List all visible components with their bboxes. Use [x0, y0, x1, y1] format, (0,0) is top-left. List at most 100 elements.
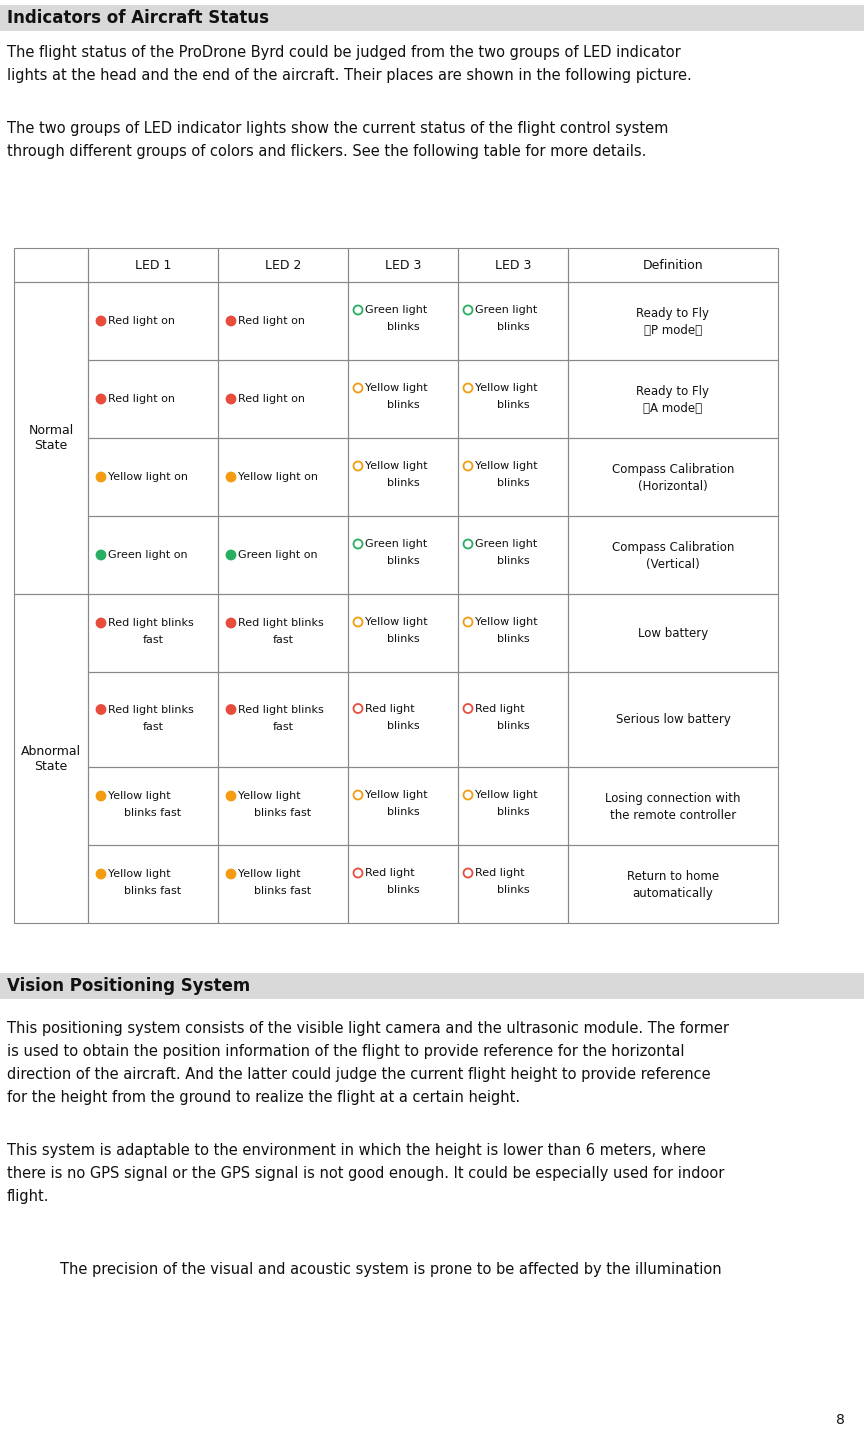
Bar: [458, 282, 568, 360]
Text: is used to obtain the position information of the flight to provide reference fo: is used to obtain the position informati…: [7, 1045, 684, 1059]
Text: fast: fast: [143, 634, 163, 644]
Bar: [348, 672, 458, 767]
Bar: [0, 973, 864, 999]
Text: LED 3: LED 3: [495, 259, 531, 272]
Bar: [348, 249, 458, 282]
Bar: [568, 282, 778, 360]
Circle shape: [97, 394, 105, 403]
Bar: [218, 516, 348, 594]
Text: Yellow light: Yellow light: [108, 869, 170, 879]
Text: Return to home: Return to home: [627, 869, 719, 883]
Text: Green light: Green light: [475, 304, 537, 314]
Bar: [348, 845, 458, 923]
Bar: [348, 516, 458, 594]
Text: The precision of the visual and acoustic system is prone to be affected by the i: The precision of the visual and acoustic…: [60, 1262, 721, 1278]
Text: for the height from the ground to realize the flight at a certain height.: for the height from the ground to realiz…: [7, 1090, 520, 1105]
Text: fast: fast: [272, 634, 294, 644]
Bar: [88, 672, 218, 767]
Circle shape: [226, 704, 236, 714]
Text: blinks: blinks: [387, 400, 419, 410]
Text: Yellow light: Yellow light: [475, 383, 537, 393]
Text: Red light on: Red light on: [108, 316, 175, 326]
Text: blinks fast: blinks fast: [124, 807, 181, 817]
Circle shape: [97, 619, 105, 627]
Text: blinks fast: blinks fast: [124, 886, 181, 896]
Bar: [458, 360, 568, 439]
Text: Yellow light: Yellow light: [475, 790, 537, 800]
Text: blinks: blinks: [497, 720, 530, 730]
Bar: [458, 439, 568, 516]
Text: blinks: blinks: [387, 477, 419, 487]
Bar: [458, 767, 568, 845]
Text: blinks fast: blinks fast: [254, 807, 312, 817]
Bar: [218, 594, 348, 672]
Circle shape: [226, 792, 236, 800]
Text: direction of the aircraft. And the latter could judge the current flight height : direction of the aircraft. And the latte…: [7, 1067, 710, 1082]
Bar: [218, 767, 348, 845]
Circle shape: [226, 394, 236, 403]
Text: blinks: blinks: [497, 400, 530, 410]
Text: there is no GPS signal or the GPS signal is not good enough. It could be especia: there is no GPS signal or the GPS signal…: [7, 1166, 724, 1180]
Circle shape: [97, 473, 105, 482]
Text: Red light on: Red light on: [238, 394, 305, 404]
Bar: [568, 439, 778, 516]
Text: blinks: blinks: [497, 556, 530, 566]
Text: automatically: automatically: [632, 886, 714, 899]
Text: flight.: flight.: [7, 1189, 49, 1205]
Text: Yellow light on: Yellow light on: [108, 472, 188, 482]
Bar: [348, 767, 458, 845]
Text: blinks fast: blinks fast: [254, 886, 312, 896]
Text: Yellow light: Yellow light: [365, 617, 428, 627]
Text: Green light on: Green light on: [108, 550, 187, 560]
Circle shape: [226, 619, 236, 627]
Text: blinks: blinks: [387, 720, 419, 730]
Text: blinks: blinks: [497, 807, 530, 817]
Bar: [568, 594, 778, 672]
Text: The two groups of LED indicator lights show the current status of the flight con: The two groups of LED indicator lights s…: [7, 121, 669, 136]
Text: （P mode）: （P mode）: [644, 323, 702, 336]
Bar: [88, 767, 218, 845]
Circle shape: [97, 792, 105, 800]
Bar: [568, 672, 778, 767]
Text: blinks: blinks: [497, 322, 530, 332]
Circle shape: [97, 704, 105, 714]
Text: Red light blinks: Red light blinks: [238, 617, 324, 627]
Text: （A mode）: （A mode）: [644, 402, 702, 414]
Bar: [458, 672, 568, 767]
Text: Compass Calibration: Compass Calibration: [612, 540, 734, 553]
Text: LED 1: LED 1: [135, 259, 171, 272]
Bar: [218, 672, 348, 767]
Circle shape: [97, 316, 105, 326]
Bar: [218, 360, 348, 439]
Bar: [0, 4, 864, 31]
Text: Red light on: Red light on: [108, 394, 175, 404]
Circle shape: [226, 869, 236, 879]
Bar: [458, 594, 568, 672]
Bar: [568, 845, 778, 923]
Text: Red light: Red light: [475, 703, 524, 713]
Bar: [218, 439, 348, 516]
Bar: [458, 845, 568, 923]
Circle shape: [226, 473, 236, 482]
Bar: [14, 594, 88, 923]
Text: This positioning system consists of the visible light camera and the ultrasonic : This positioning system consists of the …: [7, 1020, 729, 1036]
Bar: [348, 282, 458, 360]
Bar: [568, 516, 778, 594]
Circle shape: [226, 316, 236, 326]
Bar: [568, 249, 778, 282]
Text: LED 3: LED 3: [384, 259, 421, 272]
Text: blinks: blinks: [387, 885, 419, 895]
Text: blinks: blinks: [497, 634, 530, 644]
Circle shape: [97, 550, 105, 560]
Bar: [348, 439, 458, 516]
Bar: [88, 845, 218, 923]
Text: blinks: blinks: [387, 556, 419, 566]
Text: Red light blinks: Red light blinks: [108, 704, 194, 714]
Bar: [568, 360, 778, 439]
Text: Red light blinks: Red light blinks: [108, 617, 194, 627]
Bar: [88, 360, 218, 439]
Text: Yellow light: Yellow light: [475, 617, 537, 627]
Text: Yellow light: Yellow light: [475, 462, 537, 472]
Bar: [218, 282, 348, 360]
Text: Green light: Green light: [475, 539, 537, 549]
